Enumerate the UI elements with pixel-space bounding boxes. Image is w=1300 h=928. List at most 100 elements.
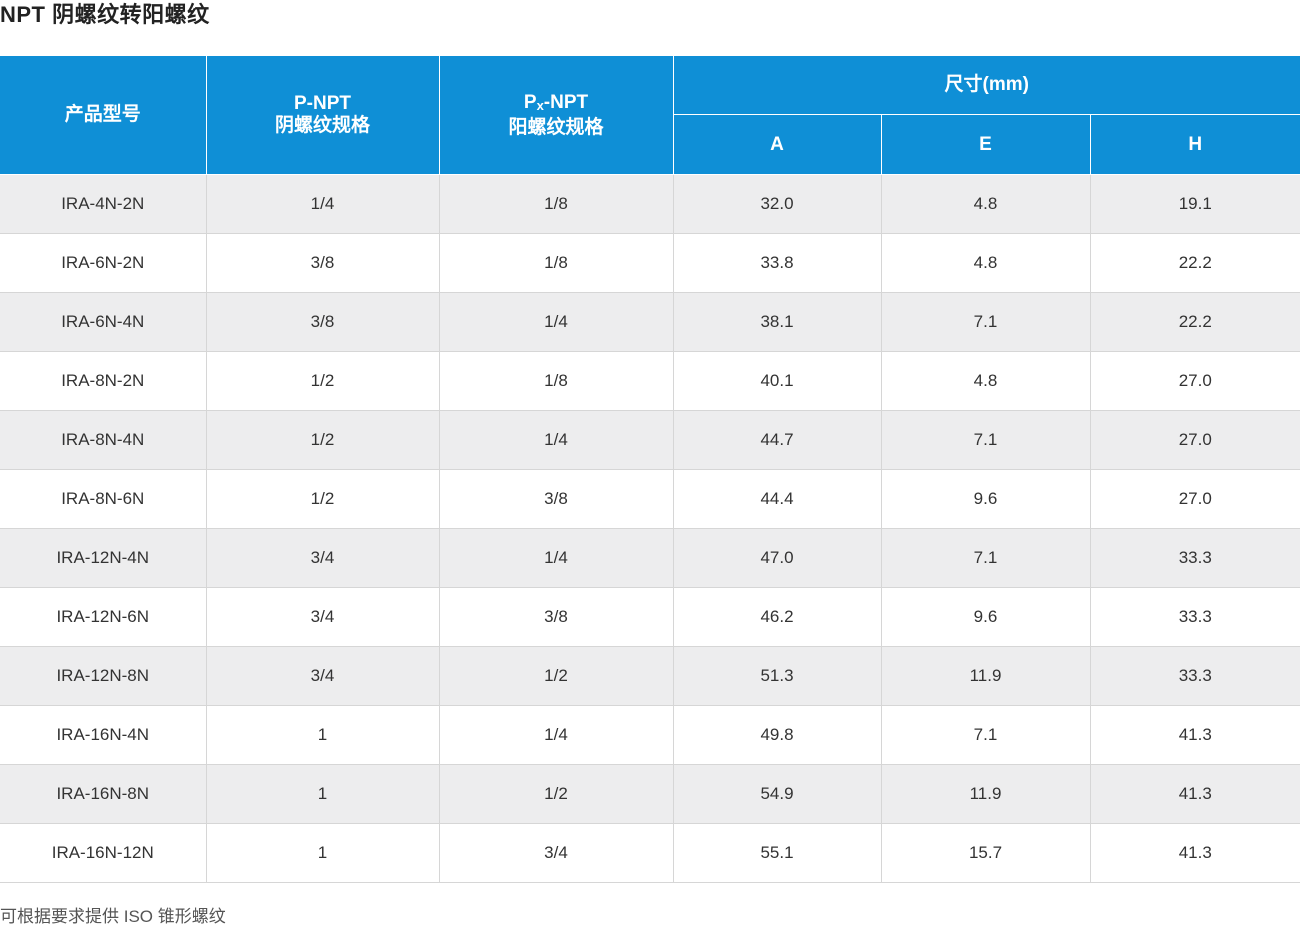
header-dimensions: 尺寸(mm) [673, 56, 1300, 115]
cell-p: 1/2 [206, 410, 440, 470]
cell-e: 11.9 [881, 764, 1091, 824]
cell-h: 22.2 [1090, 292, 1300, 352]
header-h: H [1090, 114, 1300, 175]
table-row: IRA-8N-2N 1/2 1/8 40.1 4.8 27.0 [0, 351, 1300, 411]
header-p-npt: P-NPT 阴螺纹规格 [206, 56, 440, 175]
cell-a: 33.8 [673, 233, 882, 293]
header-px-npt-line1: Px-NPT [440, 92, 673, 117]
cell-e: 7.1 [881, 292, 1091, 352]
cell-h: 33.3 [1090, 587, 1300, 647]
cell-model: IRA-12N-8N [0, 646, 207, 706]
cell-h: 33.3 [1090, 528, 1300, 588]
cell-px: 1/4 [439, 528, 674, 588]
header-px-npt-line2: 阳螺纹规格 [508, 116, 604, 138]
cell-e: 9.6 [881, 469, 1091, 529]
cell-a: 40.1 [673, 351, 882, 411]
cell-p: 1 [206, 764, 440, 824]
cell-model: IRA-12N-6N [0, 587, 207, 647]
cell-model: IRA-8N-4N [0, 410, 207, 470]
table-row: IRA-8N-6N 1/2 3/8 44.4 9.6 27.0 [0, 469, 1300, 529]
cell-p: 1/2 [206, 469, 440, 529]
cell-px: 1/2 [439, 646, 674, 706]
cell-px: 1/8 [439, 174, 674, 234]
cell-p: 1 [206, 705, 440, 765]
table-row: IRA-12N-4N 3/4 1/4 47.0 7.1 33.3 [0, 528, 1300, 588]
cell-p: 3/4 [206, 528, 440, 588]
px-sub: x [536, 97, 544, 113]
cell-h: 27.0 [1090, 410, 1300, 470]
table-row: IRA-16N-12N 1 3/4 55.1 15.7 41.3 [0, 823, 1300, 883]
header-row: 产品型号 P-NPT 阴螺纹规格 Px-NPT 阳螺纹规格 尺寸(mm) [0, 56, 1300, 175]
cell-model: IRA-12N-4N [0, 528, 207, 588]
cell-e: 15.7 [881, 823, 1091, 883]
cell-e: 7.1 [881, 705, 1091, 765]
cell-model: IRA-6N-4N [0, 292, 207, 352]
cell-a: 47.0 [673, 528, 882, 588]
cell-h: 27.0 [1090, 351, 1300, 411]
header-subrow: A E H [0, 114, 1300, 175]
footnote: 可根据要求提供 ISO 锥形螺纹 [0, 907, 226, 926]
cell-model: IRA-6N-2N [0, 233, 207, 293]
cell-e: 7.1 [881, 410, 1091, 470]
table-body: IRA-4N-2N 1/4 1/8 32.0 4.8 19.1 IRA-6N-2N 3/8 1/… [0, 174, 1300, 883]
cell-p: 3/8 [206, 233, 440, 293]
table-row: IRA-12N-8N 3/4 1/2 51.3 11.9 33.3 [0, 646, 1300, 706]
header-p-npt-line1: P-NPT [294, 93, 351, 114]
px-main: P [523, 91, 537, 113]
cell-a: 44.7 [673, 410, 882, 470]
cell-h: 41.3 [1090, 764, 1300, 824]
cell-px: 1/4 [439, 292, 674, 352]
cell-px: 3/8 [439, 587, 674, 647]
header-model: 产品型号 [0, 56, 207, 175]
header-px-npt: Px-NPT 阳螺纹规格 [439, 56, 674, 175]
table-row: IRA-4N-2N 1/4 1/8 32.0 4.8 19.1 [0, 174, 1300, 234]
cell-a: 54.9 [673, 764, 882, 824]
px-rest: -NPT [543, 91, 589, 113]
table-row: IRA-12N-6N 3/4 3/8 46.2 9.6 33.3 [0, 587, 1300, 647]
cell-a: 46.2 [673, 587, 882, 647]
cell-model: IRA-16N-4N [0, 705, 207, 765]
cell-e: 4.8 [881, 174, 1091, 234]
cell-e: 9.6 [881, 587, 1091, 647]
cell-px: 1/8 [439, 233, 674, 293]
spec-table: 产品型号 P-NPT 阴螺纹规格 Px-NPT 阳螺纹规格 尺寸(mm) A E… [0, 56, 1300, 883]
cell-model: IRA-8N-6N [0, 469, 207, 529]
cell-e: 11.9 [881, 646, 1091, 706]
table-row: IRA-16N-8N 1 1/2 54.9 11.9 41.3 [0, 764, 1300, 824]
cell-px: 1/8 [439, 351, 674, 411]
cell-a: 51.3 [673, 646, 882, 706]
cell-a: 44.4 [673, 469, 882, 529]
cell-model: IRA-16N-8N [0, 764, 207, 824]
cell-p: 3/4 [206, 587, 440, 647]
table-row: IRA-16N-4N 1 1/4 49.8 7.1 41.3 [0, 705, 1300, 765]
table-row: IRA-6N-4N 3/8 1/4 38.1 7.1 22.2 [0, 292, 1300, 352]
cell-px: 1/4 [439, 410, 674, 470]
cell-p: 3/4 [206, 646, 440, 706]
cell-h: 33.3 [1090, 646, 1300, 706]
cell-h: 19.1 [1090, 174, 1300, 234]
cell-a: 55.1 [673, 823, 882, 883]
cell-model: IRA-4N-2N [0, 174, 207, 234]
cell-h: 27.0 [1090, 469, 1300, 529]
cell-h: 41.3 [1090, 705, 1300, 765]
cell-h: 41.3 [1090, 823, 1300, 883]
header-a: A [673, 114, 882, 175]
cell-model: IRA-8N-2N [0, 351, 207, 411]
page-title: NPT 阴螺纹转阳螺纹 [0, 2, 210, 27]
cell-h: 22.2 [1090, 233, 1300, 293]
cell-p: 1/2 [206, 351, 440, 411]
cell-px: 1/2 [439, 764, 674, 824]
cell-a: 32.0 [673, 174, 882, 234]
table-row: IRA-8N-4N 1/2 1/4 44.7 7.1 27.0 [0, 410, 1300, 470]
table-row: IRA-6N-2N 3/8 1/8 33.8 4.8 22.2 [0, 233, 1300, 293]
cell-p: 3/8 [206, 292, 440, 352]
cell-e: 4.8 [881, 351, 1091, 411]
cell-e: 7.1 [881, 528, 1091, 588]
cell-a: 38.1 [673, 292, 882, 352]
cell-model: IRA-16N-12N [0, 823, 207, 883]
header-e: E [881, 114, 1091, 175]
cell-p: 1 [206, 823, 440, 883]
cell-a: 49.8 [673, 705, 882, 765]
cell-px: 3/8 [439, 469, 674, 529]
header-p-npt-line2: 阴螺纹规格 [274, 115, 370, 136]
